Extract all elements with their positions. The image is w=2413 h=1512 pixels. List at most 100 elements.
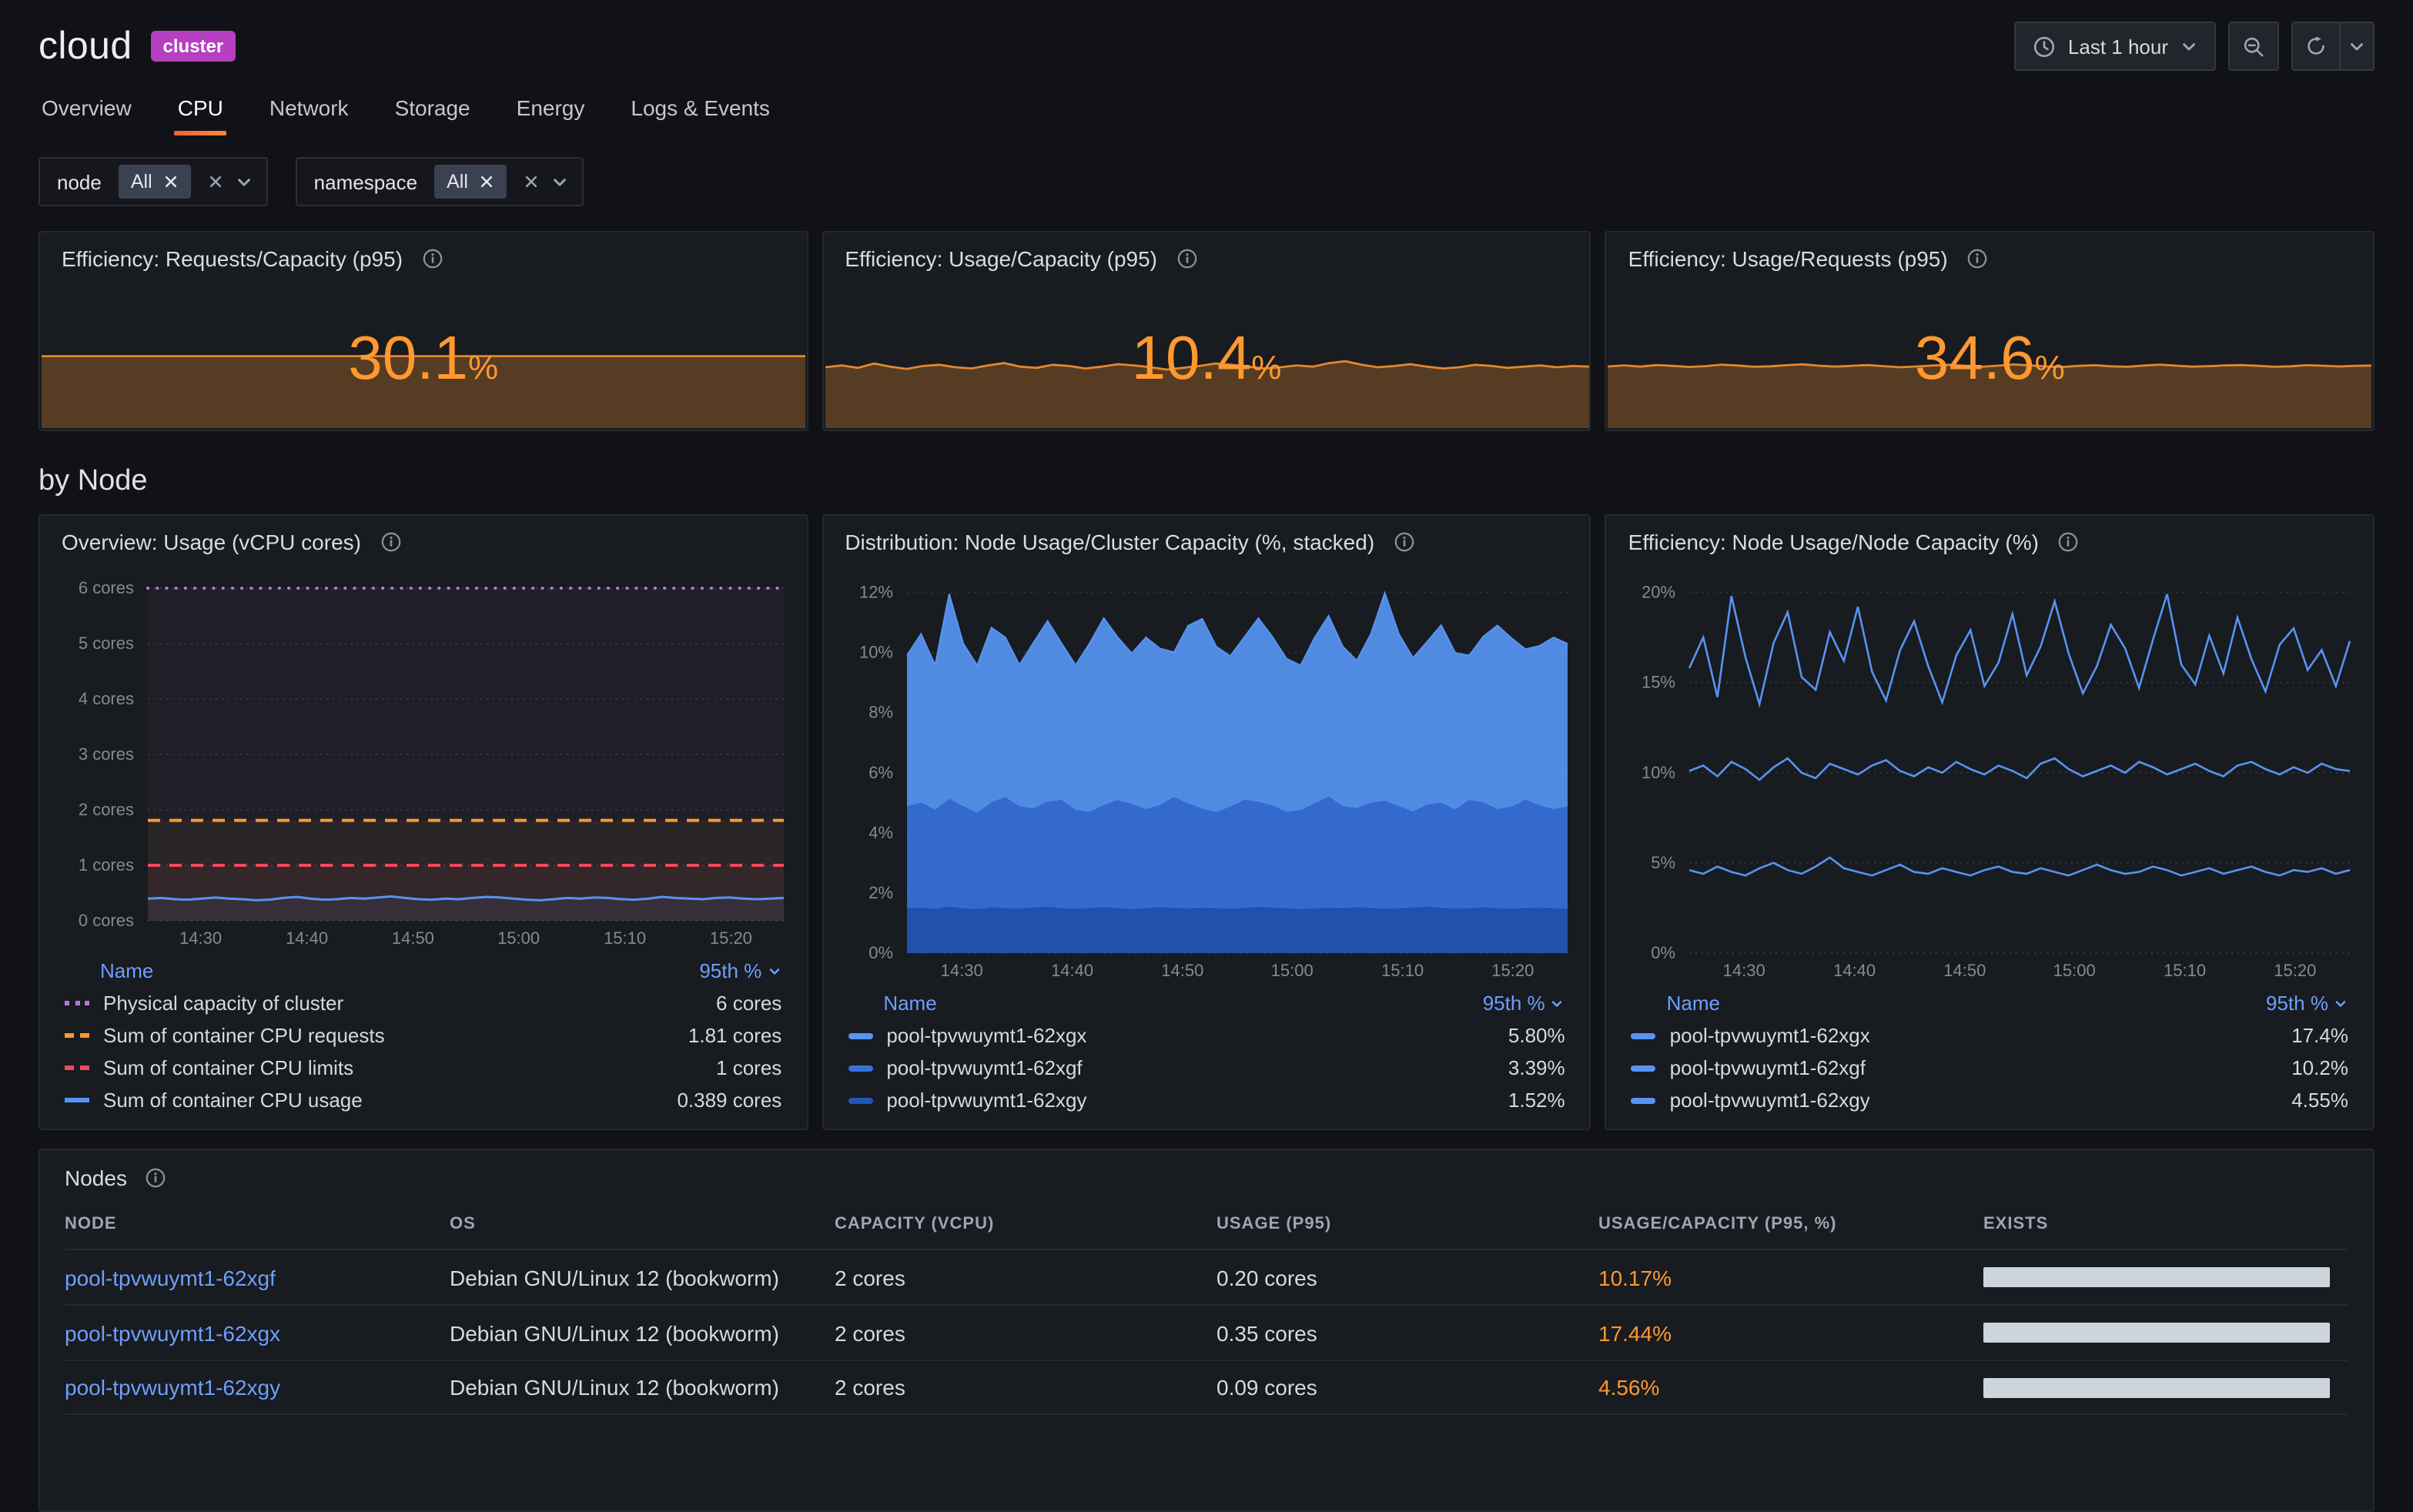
stat-unit: % [1251,348,1282,386]
legend-item[interactable]: pool-tpvwuymt1-62xgf 3.39% [845,1052,1568,1084]
tab-network[interactable]: Network [269,95,349,120]
filter-clear-button[interactable] [200,174,231,189]
chart-plot-area[interactable]: 0 cores 1 cores 2 cores 3 cores 4 cores 5 cor… [52,560,794,952]
chart-plot-area[interactable]: 0% 5% 10% 15% 20% 14:30 14:40 14:50 15:00 15:10 15… [1619,560,2361,984]
dashboard-toolbar: Last 1 hour [2013,22,2375,71]
legend-sort-control[interactable]: 95th % [2266,992,2348,1015]
series-name: pool-tpvwuymt1-62xgf [886,1056,1083,1079]
tab-overview[interactable]: Overview [42,95,132,120]
column-header-2[interactable]: OS [450,1215,476,1233]
stat-value: 34.6% [1607,328,2373,390]
column-header-5[interactable]: USAGE/CAPACITY (P95, %) [1598,1215,1837,1233]
stat-sparkline [42,333,805,428]
legend-header-name[interactable]: Name [1666,992,1721,1015]
legend-item[interactable]: pool-tpvwuymt1-62xgy 4.55% [1628,1084,2351,1116]
filter-clear-button[interactable] [516,174,547,189]
legend-item[interactable]: Sum of container CPU limits 1 cores [62,1052,785,1084]
stat-panel-title: Efficiency: Usage/Requests (p95) [1628,246,1948,271]
filter-value: All [130,171,152,192]
series-swatch [65,1033,89,1038]
cell-usage: 0.35 cores [1217,1320,1317,1345]
tab-energy[interactable]: Energy [516,95,585,120]
node-link[interactable]: pool-tpvwuymt1-62xgy [65,1375,281,1400]
column-header-4[interactable]: USAGE (P95) [1217,1215,1332,1233]
series-value: 4.55% [2291,1089,2348,1112]
table-row: pool-tpvwuymt1-62xgy Debian GNU/Linux 12 … [65,1360,2348,1415]
filter-value-chip[interactable]: All [434,165,507,199]
legend-item[interactable]: pool-tpvwuymt1-62xgx 5.80% [845,1019,1568,1052]
legend-sort-control[interactable]: 95th % [1483,992,1565,1015]
dashboard-tag-badge[interactable]: cluster [150,30,236,62]
stat-unit: % [2034,348,2065,386]
refresh-controls [2291,22,2375,71]
node-link[interactable]: pool-tpvwuymt1-62xgx [65,1320,281,1345]
info-icon[interactable] [380,531,401,553]
series-value: 10.2% [2291,1056,2348,1079]
chart-canvas: 0 cores 1 cores 2 cores 3 cores 4 cores 5 cor… [79,578,785,948]
table-row: pool-tpvwuymt1-62xgf Debian GNU/Linux 12 … [65,1249,2348,1304]
cell-os: Debian GNU/Linux 12 (bookworm) [450,1265,779,1290]
column-header-6[interactable]: EXISTS [1983,1215,2049,1233]
chart-legend: Name 95th % Physical capacity of cluster 6 … [62,955,785,1116]
node-link[interactable]: pool-tpvwuymt1-62xgf [65,1265,276,1290]
legend-item[interactable]: Sum of container CPU usage 0.389 cores [62,1084,785,1116]
info-icon[interactable] [421,248,443,269]
info-icon[interactable] [146,1167,167,1189]
svg-text:15:20: 15:20 [2274,961,2317,980]
chart-canvas: 0% 2% 4% 6% 8% 10% 12% 14:30 14:40 14:50 15:00 15:1… [858,582,1568,980]
stat-panel-3: Efficiency: Usage/Requests (p95) 34.6% [1605,231,2375,431]
legend-item[interactable]: Sum of container CPU requests 1.81 cores [62,1019,785,1052]
info-icon[interactable] [1966,248,1988,269]
refresh-interval-dropdown[interactable] [2341,22,2375,71]
legend-item[interactable]: Physical capacity of cluster 6 cores [62,987,785,1019]
svg-text:1 cores: 1 cores [79,855,134,875]
cell-exists [1983,1267,2348,1287]
svg-text:15:20: 15:20 [1491,961,1534,980]
cell-capacity: 2 cores [835,1320,905,1345]
legend-header-name[interactable]: Name [883,992,937,1015]
zoom-out-button[interactable] [2228,22,2279,71]
legend-header-name[interactable]: Name [100,959,154,982]
stat-sparkline [825,333,1589,428]
filter-value-chip[interactable]: All [118,165,191,199]
svg-text:15:10: 15:10 [1381,961,1423,980]
legend-sort-control[interactable]: 95th % [699,959,781,982]
legend-item[interactable]: pool-tpvwuymt1-62xgy 1.52% [845,1084,1568,1116]
column-header-3[interactable]: CAPACITY (VCPU) [835,1215,995,1233]
tab-storage[interactable]: Storage [394,95,470,120]
filter-node: node All [38,157,268,206]
cell-exists [1983,1377,2348,1397]
close-icon [208,174,223,189]
filter-dropdown-toggle[interactable] [231,173,266,190]
tab-logs-events[interactable]: Logs & Events [631,95,770,120]
exists-gauge-bar [1983,1377,2330,1397]
time-range-picker[interactable]: Last 1 hour [2013,22,2216,71]
info-icon[interactable] [1393,531,1414,553]
sparkline-canvas [42,355,805,428]
series-value: 1.52% [1508,1089,1565,1112]
svg-text:0%: 0% [1652,943,1676,962]
svg-text:10%: 10% [1642,763,1676,782]
stat-number: 34.6 [1914,325,2035,393]
cell-usage: 0.09 cores [1217,1375,1317,1400]
series-value: 1.81 cores [688,1024,782,1047]
tab-cpu[interactable]: CPU [174,86,226,139]
legend-header: Name 95th % [62,955,785,987]
series-swatch [65,1065,89,1070]
legend-item[interactable]: pool-tpvwuymt1-62xgx 17.4% [1628,1019,2351,1052]
legend-item[interactable]: pool-tpvwuymt1-62xgf 10.2% [1628,1052,2351,1084]
svg-text:14:50: 14:50 [392,928,434,948]
refresh-button[interactable] [2291,22,2341,71]
info-icon[interactable] [1176,248,1197,269]
filter-dropdown-toggle[interactable] [547,173,582,190]
info-icon[interactable] [2057,531,2079,553]
stat-sparkline [1608,333,2372,428]
stat-value: 10.4% [823,328,1589,390]
series-name: Sum of container CPU limits [103,1056,354,1079]
column-header-1[interactable]: NODE [65,1215,117,1233]
svg-text:3 cores: 3 cores [79,744,134,764]
svg-text:2%: 2% [868,883,893,902]
section-title: by Node [38,465,148,497]
svg-text:15:20: 15:20 [710,928,752,948]
chart-plot-area[interactable]: 0% 2% 4% 6% 8% 10% 12% 14:30 14:40 14:50 15:00 15:1… [835,560,1577,984]
